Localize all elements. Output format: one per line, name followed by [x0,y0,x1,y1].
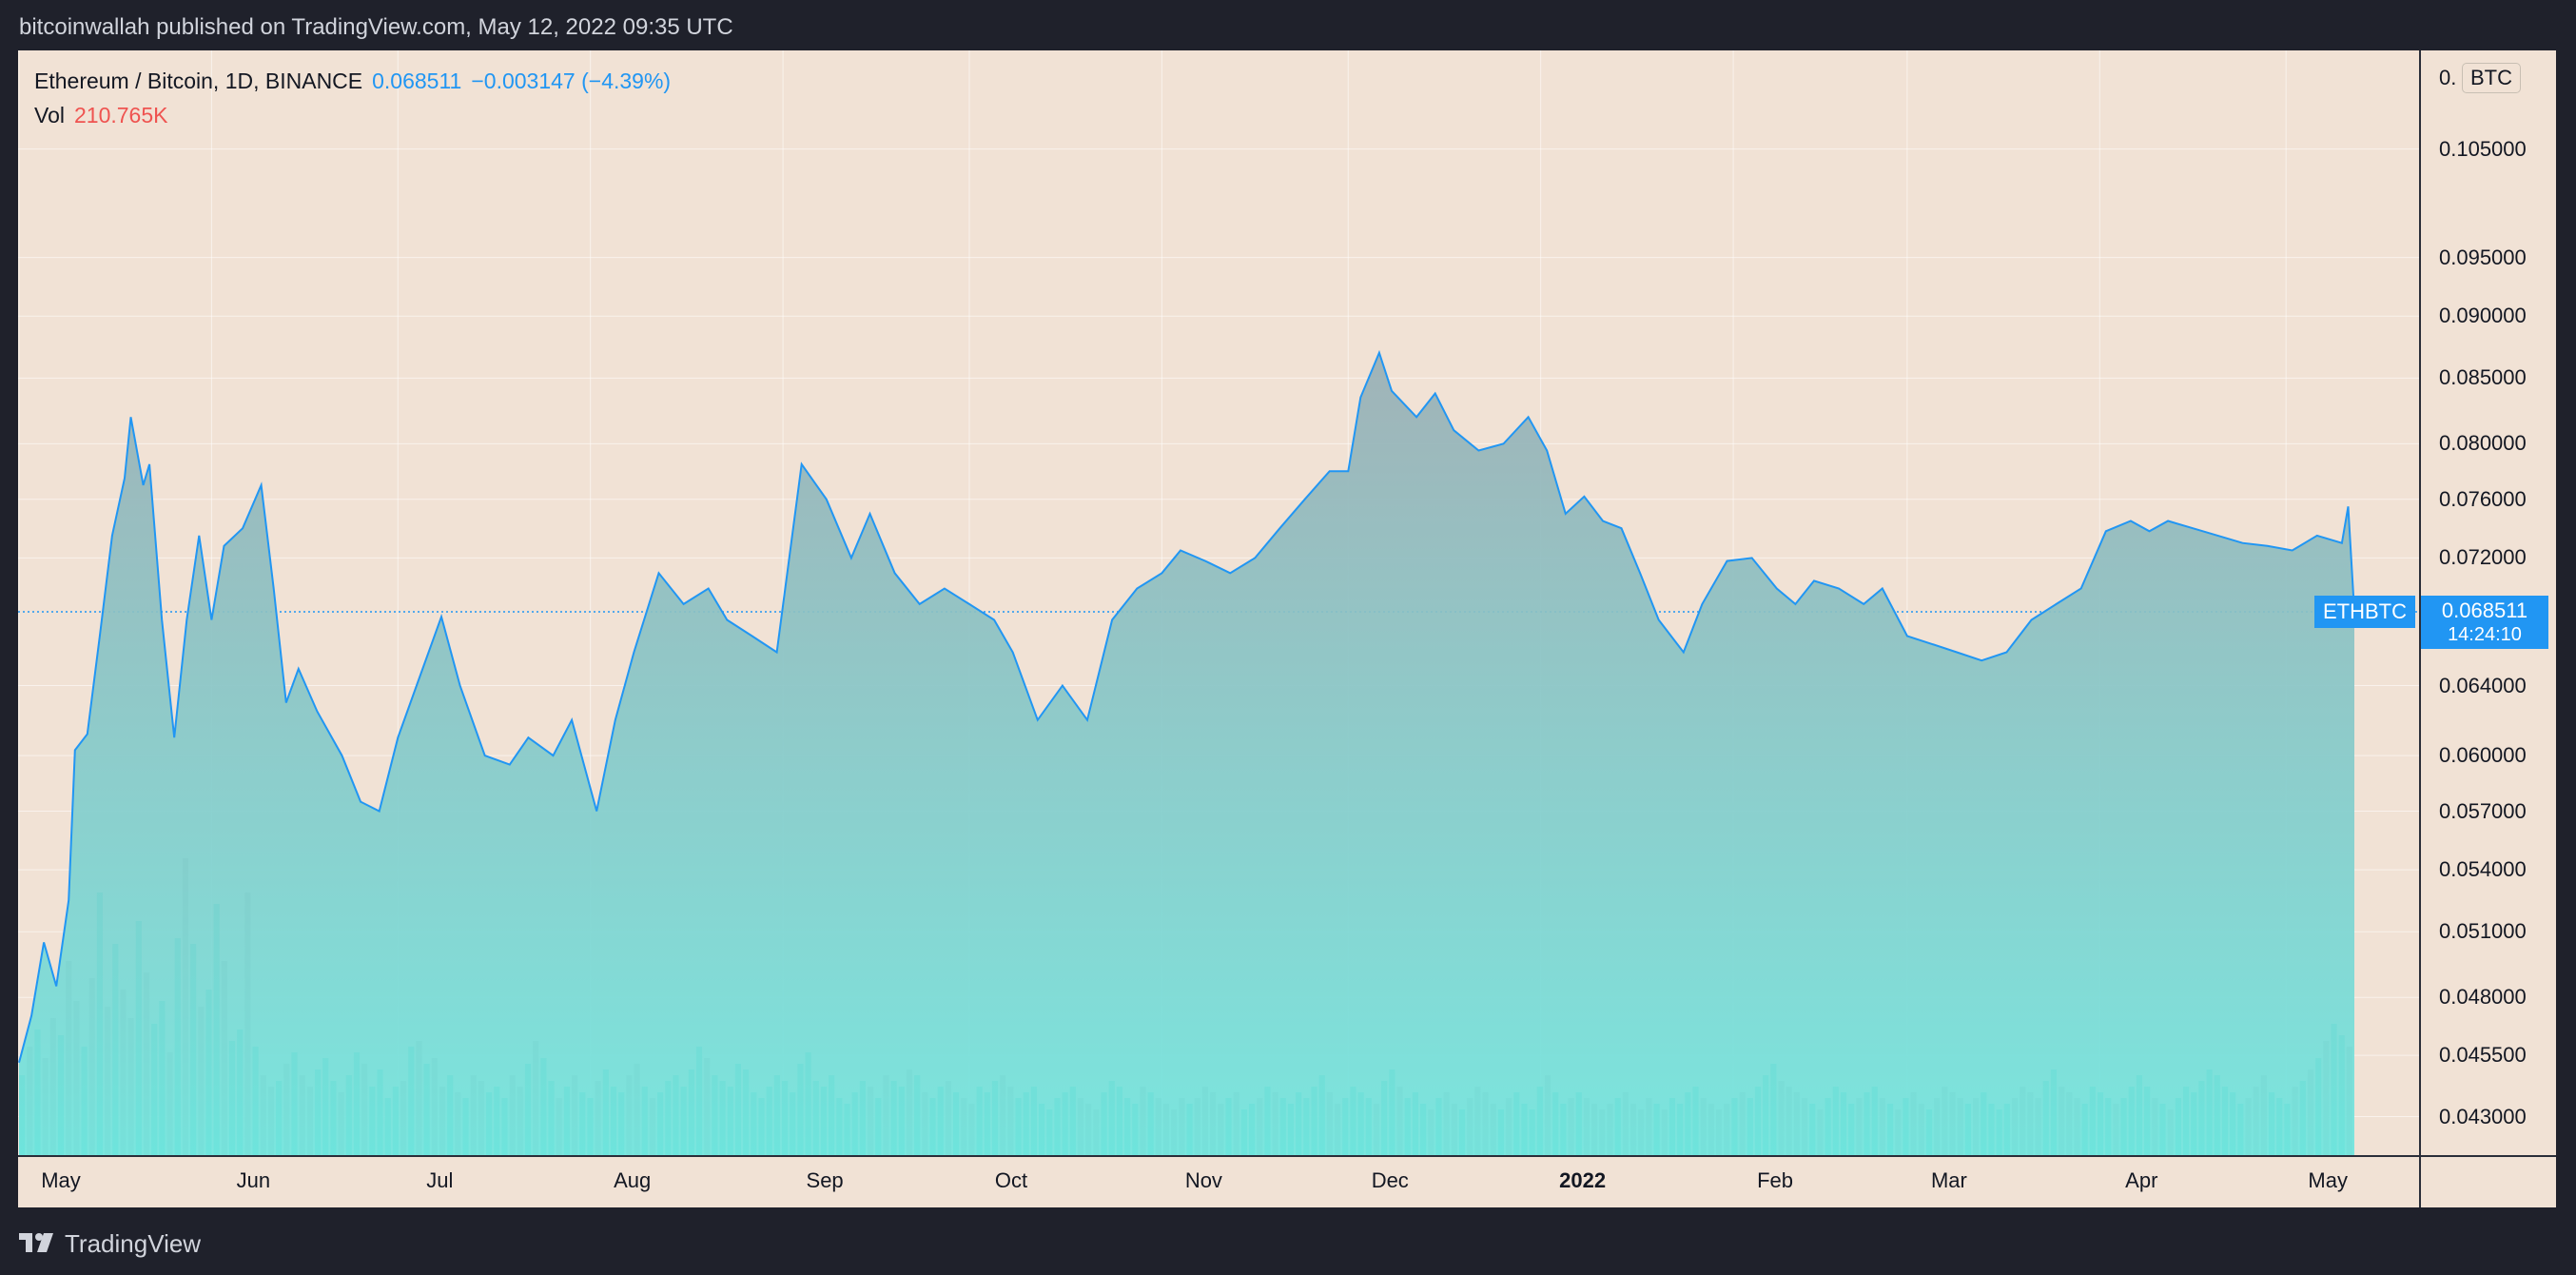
price-tick: 0.057000 [2439,798,2527,823]
price-area-fill [19,352,2354,1155]
currency-badge[interactable]: BTC [2462,63,2521,93]
time-tick: Jun [236,1168,271,1192]
price-tick: 0.060000 [2439,743,2527,768]
time-tick: Sep [806,1168,844,1192]
price-tick: 0.054000 [2439,857,2527,882]
price-tick: 0.076000 [2439,486,2527,511]
legend-change: −0.003147 (−4.39%) [471,69,672,93]
time-tick: Apr [2125,1168,2158,1192]
footer-brand[interactable]: TradingView [65,1229,202,1258]
time-tick: Feb [1757,1168,1794,1192]
legend-symbol: Ethereum / Bitcoin, 1D, BINANCE [34,69,363,93]
legend-volume-row[interactable]: Vol 210.765K [34,101,671,135]
footer: TradingView [0,1208,2576,1275]
price-line [18,349,2355,1063]
price-tick: 0.064000 [2439,673,2527,697]
price-tick: 0.045500 [2439,1043,2527,1068]
current-price: 0.068511 [2441,598,2528,622]
price-tick: 0.090000 [2439,304,2527,328]
current-price-label: 0.068511 14:24:10 [2421,595,2548,649]
time-axis-divider [18,1155,2556,1157]
legend-vol-value: 210.765K [73,103,168,128]
time-tick: May [41,1168,81,1192]
publish-info: bitcoinwallah published on TradingView.c… [19,14,733,40]
legend-last-price: 0.068511 [372,69,462,93]
time-tick: 2022 [1559,1168,1607,1192]
current-symbol-label: ETHBTC [2314,595,2415,628]
price-axis-divider [2419,50,2421,1207]
price-tick: 0.085000 [2439,365,2527,390]
time-tick: Dec [1371,1168,1409,1192]
price-tick: 0.048000 [2439,985,2527,1010]
legend-vol-label: Vol [34,103,65,128]
price-tick: 0.043000 [2439,1104,2527,1128]
time-tick: May [2308,1168,2348,1192]
publish-bar: bitcoinwallah published on TradingView.c… [0,0,2576,51]
time-tick: Nov [1184,1168,1222,1192]
price-tick: 0.072000 [2439,545,2527,570]
legend-symbol-row[interactable]: Ethereum / Bitcoin, 1D, BINANCE 0.068511−… [34,67,671,101]
bar-countdown: 14:24:10 [2448,623,2522,645]
time-tick: Jul [426,1168,454,1192]
tradingview-logo-icon[interactable] [19,1229,59,1256]
price-tick: 0.095000 [2439,245,2527,269]
price-tick: 0.080000 [2439,431,2527,456]
time-tick: Mar [1930,1168,1967,1192]
time-tick: Aug [614,1168,652,1192]
price-tick: 0.105000 [2439,136,2527,161]
time-tick: Oct [994,1168,1028,1192]
chart-legend: Ethereum / Bitcoin, 1D, BINANCE 0.068511−… [34,67,671,135]
price-tick: 0.051000 [2439,919,2527,944]
